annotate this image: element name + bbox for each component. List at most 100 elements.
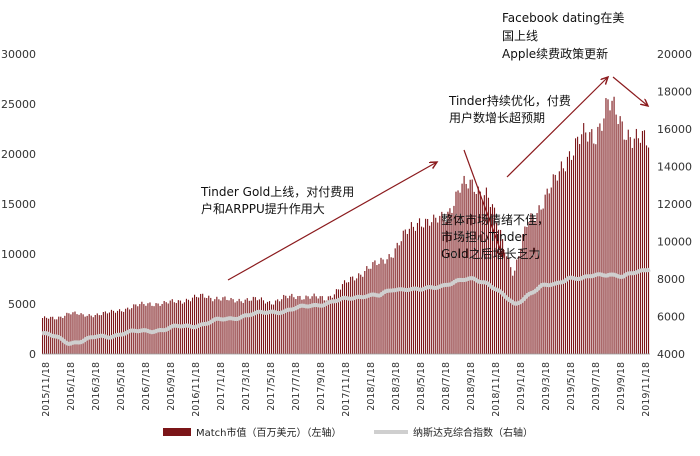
match-bar <box>260 297 262 354</box>
right-axis: 4000 6000 8000 10000 12000 14000 16000 18000 200… <box>657 48 692 361</box>
match-bar <box>510 267 512 354</box>
match-bar <box>149 302 151 354</box>
match-bar <box>382 259 384 354</box>
nasdaq-line <box>41 267 651 346</box>
match-bar <box>273 304 275 354</box>
match-bar <box>341 284 344 354</box>
match-bar <box>256 300 258 354</box>
match-bar <box>514 270 516 354</box>
match-bar <box>581 134 583 354</box>
match-bar <box>244 299 246 354</box>
match-bar <box>534 221 536 354</box>
match-bar <box>242 302 244 354</box>
match-bar <box>106 313 108 354</box>
match-bar <box>479 191 481 354</box>
match-bar <box>301 299 303 354</box>
match-bar <box>268 301 271 354</box>
x-tick-label: 2018/1/18 <box>366 362 377 411</box>
match-bar <box>78 314 80 354</box>
match-bar <box>333 294 335 354</box>
match-bar <box>228 300 230 354</box>
match-bar <box>605 98 607 354</box>
match-bar <box>70 314 72 354</box>
match-bar <box>625 139 627 354</box>
match-bar <box>485 187 487 354</box>
match-bar <box>378 263 380 354</box>
match-bar <box>554 174 556 354</box>
match-bar <box>181 303 183 354</box>
match-bar <box>577 136 579 354</box>
legend-label-nasdaq: 纳斯达克综合指数（右轴） <box>413 426 533 439</box>
x-tick-label: 2017/11/18 <box>341 362 352 417</box>
match-bar <box>568 151 571 354</box>
match-bar <box>116 310 119 354</box>
match-bar <box>463 175 465 354</box>
match-bar <box>86 315 88 354</box>
match-bar <box>295 299 297 354</box>
arrow-down-1 <box>463 149 503 257</box>
match-bar <box>303 299 305 354</box>
match-bar <box>321 296 323 354</box>
x-tick-label: 2019/1/18 <box>516 362 527 411</box>
match-bar <box>506 256 508 354</box>
match-bar <box>633 138 635 354</box>
match-bar <box>526 226 528 354</box>
match-bar <box>358 273 360 354</box>
match-bar <box>108 312 110 354</box>
left-tick-label: 0 <box>29 348 36 361</box>
match-bar <box>457 190 459 354</box>
match-bar <box>315 296 317 354</box>
match-bar <box>524 226 526 354</box>
match-bar <box>299 295 301 354</box>
left-tick-label: 15000 <box>1 198 36 211</box>
left-tick-label: 10000 <box>1 248 36 261</box>
arrow-up-2 <box>506 77 608 178</box>
match-bar <box>147 303 149 354</box>
match-bar <box>335 289 337 354</box>
x-tick-label: 2016/3/18 <box>91 362 102 411</box>
match-bar <box>175 303 177 354</box>
match-bar <box>368 268 370 354</box>
match-bar <box>615 114 617 354</box>
match-bar <box>275 300 277 354</box>
match-bar <box>307 296 309 354</box>
match-bar <box>232 299 234 354</box>
left-tick-label: 25000 <box>1 98 36 111</box>
match-bar <box>518 256 520 354</box>
right-tick-label: 14000 <box>657 161 692 174</box>
match-bar <box>639 142 641 354</box>
match-bar <box>471 179 473 354</box>
match-bar <box>390 257 392 354</box>
match-bar <box>491 204 494 354</box>
x-tick-label: 2015/11/18 <box>41 362 52 417</box>
match-bar <box>343 280 346 354</box>
match-bar <box>206 298 208 354</box>
x-tick-label: 2019/11/18 <box>641 362 652 417</box>
right-tick-label: 10000 <box>657 236 692 249</box>
match-market-cap-bars <box>42 96 650 355</box>
match-bar <box>155 303 157 354</box>
match-bar <box>597 126 599 355</box>
match-bar <box>60 316 62 354</box>
match-bar <box>481 200 483 354</box>
match-bar <box>544 194 546 354</box>
match-bar <box>483 195 485 354</box>
match-bar <box>572 155 575 354</box>
x-tick-label: 2016/11/18 <box>191 362 202 417</box>
match-bar <box>548 193 550 354</box>
match-bar <box>603 118 605 355</box>
x-tick-label: 2017/5/18 <box>266 362 277 411</box>
match-bar <box>402 230 404 354</box>
match-bar <box>558 171 560 354</box>
left-tick-label: 30000 <box>1 48 36 61</box>
match-bar <box>350 276 352 354</box>
x-tick-label: 2017/9/18 <box>316 362 327 411</box>
match-bar <box>585 132 587 354</box>
match-bar <box>575 138 577 354</box>
match-bar <box>250 300 252 354</box>
right-tick-label: 18000 <box>657 86 692 99</box>
match-bar <box>631 147 633 354</box>
match-bar <box>396 242 398 354</box>
x-tick-label: 2019/9/18 <box>616 362 627 411</box>
match-bar <box>374 260 376 354</box>
